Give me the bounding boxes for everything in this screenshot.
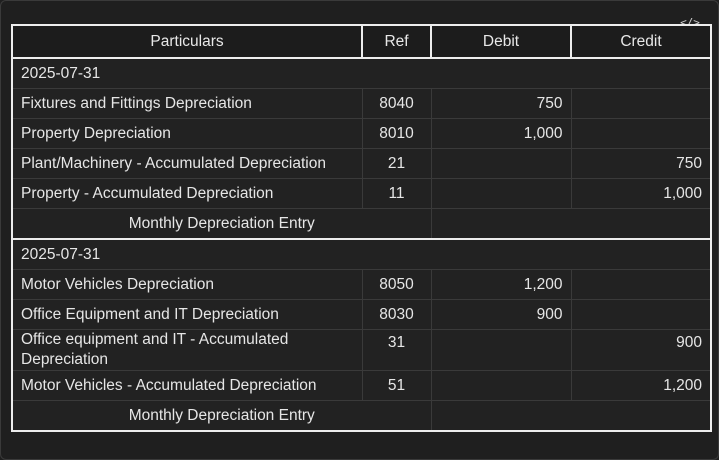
journal-entry: 2025-07-31 Motor Vehicles Depreciation 8…: [12, 238, 711, 431]
table-row: Fixtures and Fittings Depreciation 8040 …: [12, 88, 711, 119]
entry-note-spacer: [431, 400, 711, 431]
table-row: Motor Vehicles Depreciation 8050 1,200: [12, 269, 711, 300]
column-header-debit: Debit: [430, 24, 572, 59]
credit-cell: [571, 269, 711, 300]
table-row: Office equipment and IT - Accumulated De…: [12, 329, 711, 371]
debit-cell: 1,000: [431, 118, 572, 149]
table-row: Motor Vehicles - Accumulated Depreciatio…: [12, 370, 711, 401]
journal-entry: 2025-07-31 Fixtures and Fittings Depreci…: [12, 57, 711, 239]
entry-date: 2025-07-31: [12, 57, 711, 89]
entry-note-row: Monthly Depreciation Entry: [12, 400, 711, 431]
particulars-cell: Property - Accumulated Depreciation: [12, 178, 363, 209]
particulars-cell: Office Equipment and IT Depreciation: [12, 299, 363, 330]
debit-cell: [431, 370, 572, 401]
ref-cell: 8030: [362, 299, 432, 330]
particulars-cell: Motor Vehicles - Accumulated Depreciatio…: [12, 370, 363, 401]
particulars-cell: Plant/Machinery - Accumulated Depreciati…: [12, 148, 363, 179]
entry-note: Monthly Depreciation Entry: [12, 400, 432, 431]
credit-cell: [571, 88, 711, 119]
ref-cell: 11: [362, 178, 432, 209]
debit-cell: 1,200: [431, 269, 572, 300]
credit-cell: 900: [571, 329, 711, 371]
column-header-credit: Credit: [570, 24, 712, 59]
particulars-cell: Motor Vehicles Depreciation: [12, 269, 363, 300]
credit-cell: 1,200: [571, 370, 711, 401]
debit-cell: 900: [431, 299, 572, 330]
debit-cell: [431, 148, 572, 179]
ref-cell: 8010: [362, 118, 432, 149]
credit-cell: 1,000: [571, 178, 711, 209]
table-row: Property - Accumulated Depreciation 11 1…: [12, 178, 711, 209]
debit-cell: [431, 178, 572, 209]
entry-date-row: 2025-07-31: [12, 57, 711, 89]
entry-note: Monthly Depreciation Entry: [12, 208, 432, 239]
journal-table: Particulars Ref Debit Credit 2025-07-31 …: [11, 24, 712, 432]
ref-cell: 51: [362, 370, 432, 401]
entry-note-spacer: [431, 208, 711, 239]
ref-cell: 8050: [362, 269, 432, 300]
particulars-cell: Property Depreciation: [12, 118, 363, 149]
debit-cell: [431, 329, 572, 371]
table-row: Property Depreciation 8010 1,000: [12, 118, 711, 149]
entry-date-row: 2025-07-31: [12, 238, 711, 270]
credit-cell: 750: [571, 148, 711, 179]
debit-cell: 750: [431, 88, 572, 119]
header-row: Particulars Ref Debit Credit: [11, 24, 712, 59]
table-row: Plant/Machinery - Accumulated Depreciati…: [12, 148, 711, 179]
ref-cell: 21: [362, 148, 432, 179]
particulars-cell: Fixtures and Fittings Depreciation: [12, 88, 363, 119]
credit-cell: [571, 118, 711, 149]
column-header-particulars: Particulars: [11, 24, 363, 59]
credit-cell: [571, 299, 711, 330]
entry-note-row: Monthly Depreciation Entry: [12, 208, 711, 239]
particulars-cell: Office equipment and IT - Accumulated De…: [12, 329, 363, 371]
entry-date: 2025-07-31: [12, 238, 711, 270]
column-header-ref: Ref: [361, 24, 432, 59]
table-row: Office Equipment and IT Depreciation 803…: [12, 299, 711, 330]
ref-cell: 31: [362, 329, 432, 371]
ref-cell: 8040: [362, 88, 432, 119]
